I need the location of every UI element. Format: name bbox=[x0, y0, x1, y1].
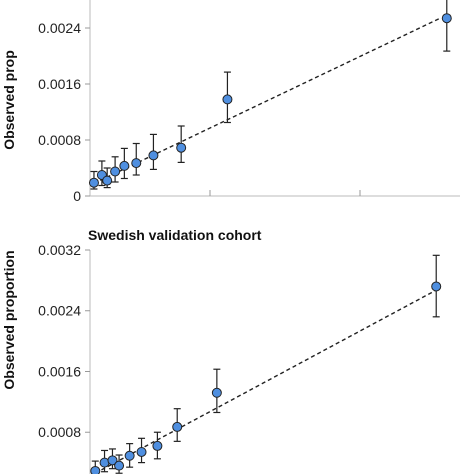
top-y-axis-title: Observed prop bbox=[1, 50, 17, 150]
data-point bbox=[107, 455, 118, 466]
data-point bbox=[211, 387, 222, 398]
y-tick-label: 0.0008 bbox=[38, 424, 81, 440]
data-point bbox=[131, 158, 142, 169]
calibration-line bbox=[94, 287, 441, 474]
y-tick-label: 0.0024 bbox=[38, 20, 81, 36]
data-point bbox=[441, 13, 452, 24]
data-point bbox=[102, 175, 113, 186]
data-point bbox=[110, 166, 121, 177]
data-point bbox=[176, 142, 187, 153]
bottom-y-axis-title: Observed proportion bbox=[1, 250, 17, 389]
y-tick-label: 0.0032 bbox=[38, 242, 81, 258]
data-point bbox=[148, 150, 159, 161]
y-tick-label: 0.0016 bbox=[38, 363, 81, 379]
swedish-validation-panel: Swedish validation cohort Observed propo… bbox=[1, 227, 442, 474]
data-point bbox=[124, 450, 135, 461]
data-point bbox=[136, 446, 147, 457]
data-point bbox=[119, 160, 130, 171]
data-point bbox=[431, 281, 442, 292]
calibration-line bbox=[93, 17, 441, 185]
data-point bbox=[90, 465, 101, 474]
data-point bbox=[152, 440, 163, 451]
data-point bbox=[172, 421, 183, 432]
y-tick-label: 0 bbox=[73, 188, 81, 204]
top-calibration-panel: Observed prop 0 0.0008 0.0016 0.0024 bbox=[1, 0, 460, 204]
swedish-panel-title: Swedish validation cohort bbox=[88, 227, 262, 243]
y-tick-label: 0.0016 bbox=[38, 76, 81, 92]
y-tick-label: 0.0024 bbox=[38, 303, 81, 319]
data-point bbox=[114, 460, 125, 471]
data-point bbox=[88, 177, 99, 188]
y-tick-label: 0.0008 bbox=[38, 132, 81, 148]
data-point bbox=[222, 94, 233, 105]
